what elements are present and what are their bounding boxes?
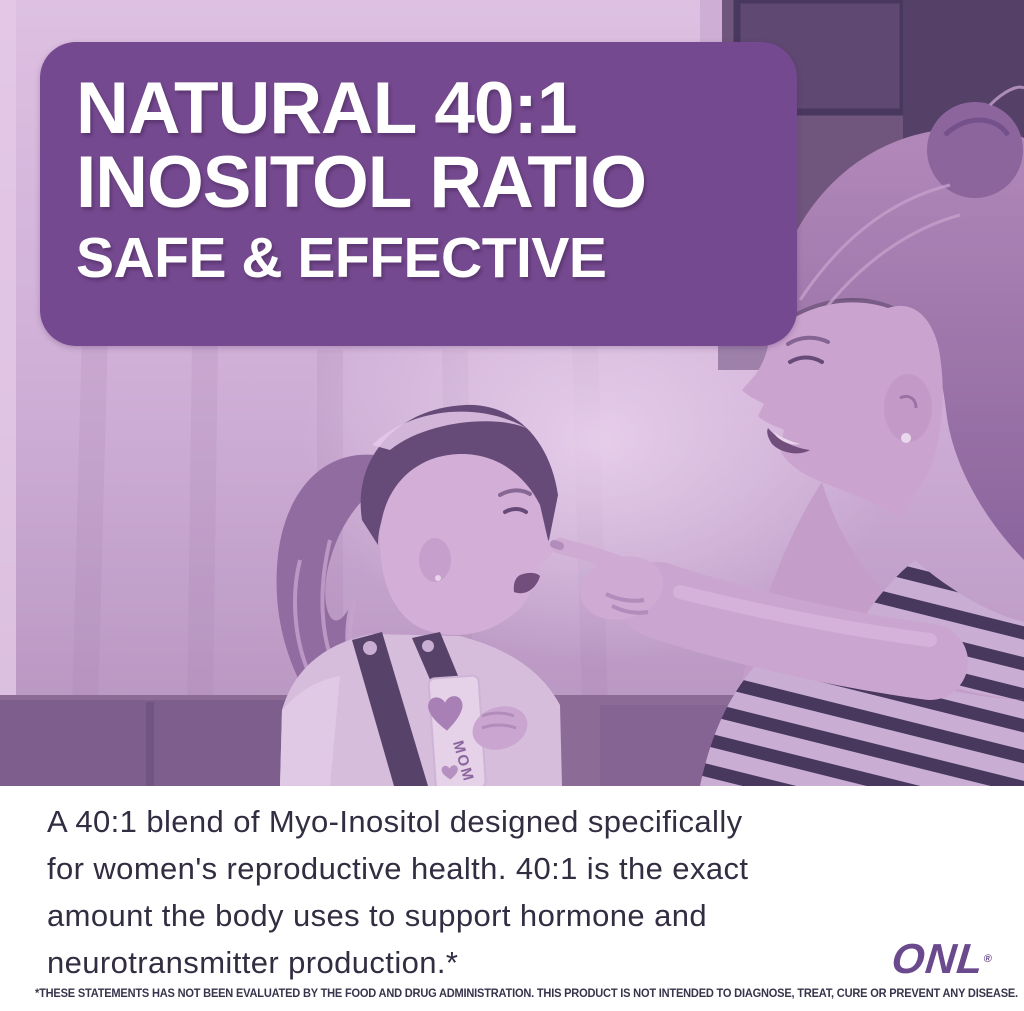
child-hair bbox=[360, 404, 558, 545]
child-figure: MOM bbox=[276, 404, 562, 786]
mother-ear bbox=[884, 374, 932, 442]
headline-line-2: INOSITOL RATIO bbox=[76, 142, 647, 223]
description-text: A 40:1 blend of Myo-Inositol designed sp… bbox=[47, 798, 748, 986]
mother-hand bbox=[550, 538, 664, 620]
mother-hair bbox=[768, 127, 1024, 561]
mom-mug: MOM bbox=[427, 674, 487, 786]
headline-line-1: NATURAL 40:1 bbox=[76, 68, 577, 149]
registered-trademark-icon: ® bbox=[983, 953, 993, 965]
mother-figure bbox=[550, 85, 1024, 786]
heart-icon bbox=[428, 696, 463, 731]
child-face bbox=[379, 454, 557, 636]
description-line: neurotransmitter production.* bbox=[47, 945, 459, 980]
child-overall-strap bbox=[352, 632, 428, 786]
description-line: amount the body uses to support hormone … bbox=[47, 898, 708, 933]
mother-smile bbox=[767, 428, 810, 454]
brand-name: ONL bbox=[889, 935, 987, 982]
description-section: A 40:1 blend of Myo-Inositol designed sp… bbox=[0, 786, 1024, 1011]
child-hand bbox=[472, 706, 528, 750]
disclaimer-text: *THESE STATEMENTS HAS NOT BEEN EVALUATED… bbox=[35, 988, 1018, 1000]
child-ear bbox=[419, 538, 451, 582]
brand-logo: ONL® bbox=[889, 935, 994, 982]
headline-badge: NATURAL 40:1 INOSITOL RATIO SAFE & EFFEC… bbox=[40, 42, 797, 346]
description-line: A 40:1 blend of Myo-Inositol designed sp… bbox=[47, 804, 743, 839]
earring bbox=[901, 433, 911, 443]
description-line: for women's reproductive health. 40:1 is… bbox=[47, 851, 749, 886]
photo-mother-daughter: MOM bbox=[0, 0, 1024, 786]
child-mouth bbox=[513, 572, 540, 594]
headline-line-3: SAFE & EFFECTIVE bbox=[76, 226, 607, 290]
mother-face bbox=[742, 302, 943, 518]
